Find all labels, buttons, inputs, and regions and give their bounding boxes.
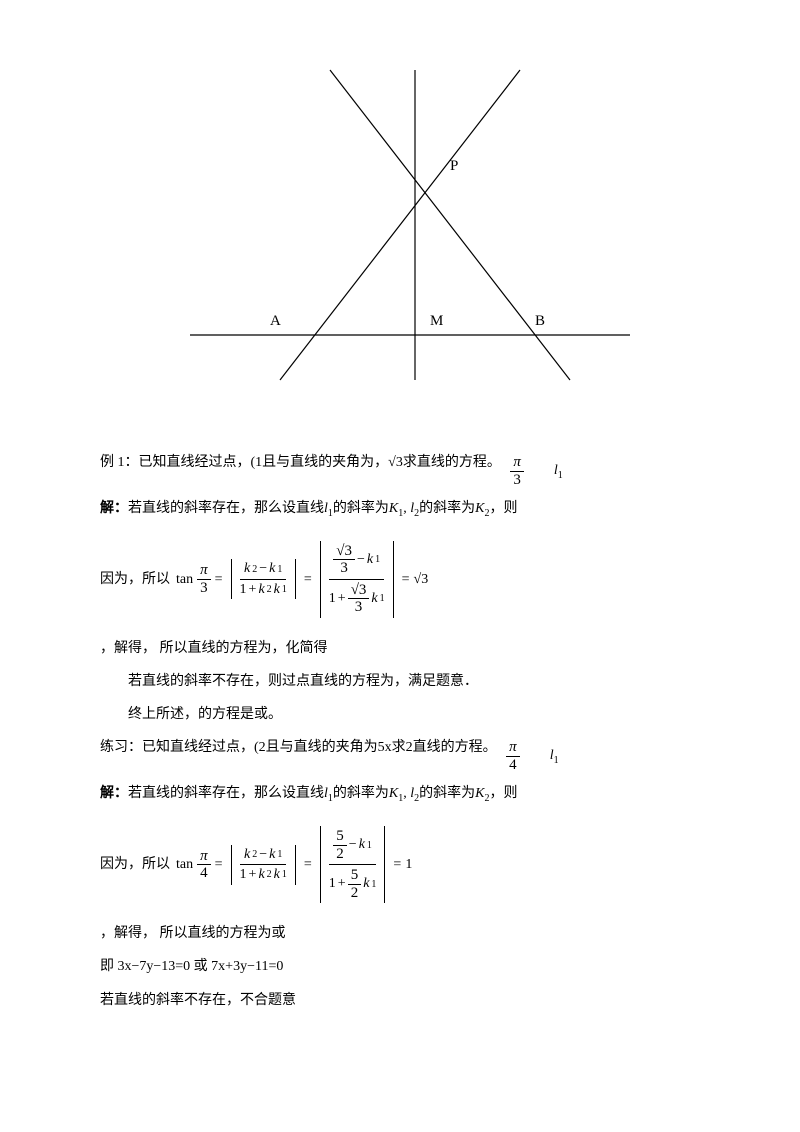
k2-inline: K2 bbox=[475, 501, 489, 516]
example1-solution-line: 解：若直线的斜率存在，那么设直线l1的斜率为K1, l2的斜率为K2，则 bbox=[100, 496, 700, 523]
formula-prefix: 因为，所以 bbox=[100, 567, 170, 592]
eq-p1: = bbox=[215, 852, 223, 877]
label-p: P bbox=[450, 158, 458, 174]
label-a: A bbox=[270, 313, 281, 329]
practice-formula-prefix: 因为，所以 bbox=[100, 852, 170, 877]
practice-sol-a: 若直线的斜率存在，那么设直线 bbox=[128, 786, 324, 801]
tan-label: tan bbox=[176, 567, 193, 592]
rhs-1: 1 bbox=[405, 852, 412, 877]
label-m: M bbox=[430, 313, 443, 329]
solution-label: 解： bbox=[100, 501, 128, 516]
abs-k-frac-2: k2−k1 1+k2k1 bbox=[227, 845, 300, 885]
pi-over-4-b: π 4 bbox=[197, 848, 211, 882]
document-body: 例 1：已知直线经过点，(1且与直线的夹角为，√3求直线的方程。 π 3 l1 … bbox=[100, 450, 700, 1013]
eq-p2: = bbox=[304, 852, 312, 877]
practice-formula: 因为，所以 tan π 4 = k2−k1 1+k2k1 = bbox=[100, 826, 700, 903]
right-diagonal-line bbox=[330, 70, 570, 380]
practice-solution-line: 解：若直线的斜率存在，那么设直线l1的斜率为K1, l2的斜率为K2，则 bbox=[100, 781, 700, 808]
practice-problem: 练习：已知直线经过点，(2且与直线的夹角为5x求2直线的方程。 π 4 l1 bbox=[100, 735, 700, 773]
pi-den: 3 bbox=[510, 472, 524, 489]
practice-text-a: 已知直线经过点，(2且与直线的夹角为 bbox=[142, 740, 378, 755]
l1-inline: l1 bbox=[324, 501, 333, 516]
practice-sol-d: ，则 bbox=[489, 786, 517, 801]
abs-sqrt-frac: √33 −k1 1+ √33 k1 bbox=[316, 541, 398, 618]
example1-after2: 若直线的斜率不存在，则过点直线的方程为，满足题意． bbox=[100, 669, 700, 694]
rhs-sqrt3: √3 bbox=[414, 567, 429, 592]
abs-five-half: 52 −k1 1+ 52 k1 bbox=[316, 826, 390, 903]
abs-k-frac: k2−k1 1+k2k1 bbox=[227, 559, 300, 599]
example1-text-b: 求直线的方程。 bbox=[403, 455, 501, 470]
practice-sol-b: 的斜率为 bbox=[333, 786, 389, 801]
pi-over-3-b: π 3 bbox=[197, 562, 211, 596]
example1-prefix: 例 1： bbox=[100, 455, 139, 470]
practice-after2: 即 3x−7y−13=0 或 7x+3y−11=0 bbox=[100, 954, 700, 979]
l1-symbol: l1 bbox=[554, 458, 563, 485]
eq-1: = bbox=[215, 567, 223, 592]
practice-mid: 5x求2直线的方程。 bbox=[378, 740, 497, 755]
example1-after3: 终上所述，的方程是或。 bbox=[100, 702, 700, 727]
pi-over-3: π 3 bbox=[510, 454, 524, 488]
sol-text-b: 的斜率为 bbox=[333, 501, 389, 516]
example1-formula: 因为，所以 tan π 3 = k2−k1 1+k2k1 = bbox=[100, 541, 700, 618]
eq-3: = bbox=[402, 567, 410, 592]
practice-prefix: 练习： bbox=[100, 740, 142, 755]
example1-problem: 例 1：已知直线经过点，(1且与直线的夹角为，√3求直线的方程。 π 3 l1 bbox=[100, 450, 700, 488]
practice-after1: ，解得， 所以直线的方程为或 bbox=[100, 921, 700, 946]
practice-after3: 若直线的斜率不存在，不合题意 bbox=[100, 988, 700, 1013]
sqrt3-inline: √3 bbox=[388, 455, 403, 470]
practice-l1-symbol: l1 bbox=[550, 743, 559, 770]
l2-inline: l2 bbox=[410, 501, 419, 516]
sol-text-a: 若直线的斜率存在，那么设直线 bbox=[128, 501, 324, 516]
label-b: B bbox=[535, 313, 545, 329]
sol-text-d: ，则 bbox=[489, 501, 517, 516]
pi-num: π bbox=[510, 454, 524, 472]
geometry-diagram: P A M B bbox=[150, 40, 650, 400]
tan-label-2: tan bbox=[176, 852, 193, 877]
practice-solution-label: 解： bbox=[100, 786, 128, 801]
left-diagonal-line bbox=[280, 70, 520, 380]
example1-after1: ，解得， 所以直线的方程为，化简得 bbox=[100, 636, 700, 661]
pi-over-4: π 4 bbox=[506, 739, 520, 773]
practice-sol-c: 的斜率为 bbox=[419, 786, 475, 801]
eq-p3: = bbox=[393, 852, 401, 877]
k1-inline: K1 bbox=[389, 501, 403, 516]
example1-text-a: 已知直线经过点，(1且与直线的夹角为， bbox=[139, 455, 389, 470]
eq-2: = bbox=[304, 567, 312, 592]
sol-text-c: 的斜率为 bbox=[419, 501, 475, 516]
